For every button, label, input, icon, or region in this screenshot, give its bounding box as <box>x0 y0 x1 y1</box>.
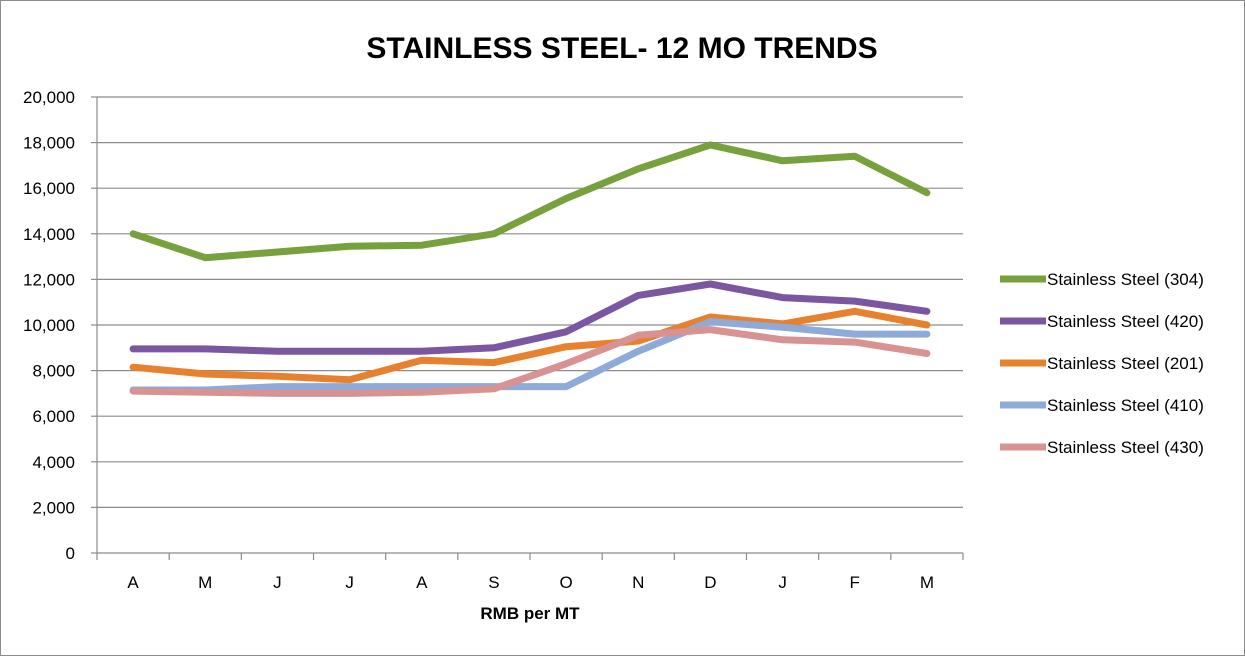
x-tick-label: J <box>345 573 354 592</box>
x-tick-label: J <box>273 573 282 592</box>
y-tick-label: 12,000 <box>23 270 75 289</box>
legend-label: Stainless Steel (410) <box>1047 396 1204 415</box>
legend-label: Stainless Steel (201) <box>1047 354 1204 373</box>
series-line <box>129 326 931 397</box>
y-tick-label: 4,000 <box>32 453 75 472</box>
x-tick-label: O <box>559 573 572 592</box>
y-tick-label: 18,000 <box>23 134 75 153</box>
y-tick-label: 2,000 <box>32 498 75 517</box>
chart-title: STAINLESS STEEL- 12 MO TRENDS <box>366 32 877 65</box>
y-axis-tick-labels: 0 2,000 4,000 6,000 8,000 10,000 12,000 14,000 1… <box>23 88 75 563</box>
y-tick-label: 16,000 <box>23 179 75 198</box>
series-line <box>129 280 931 355</box>
legend: Stainless Steel (304) Stainless Steel (42… <box>1000 270 1204 457</box>
x-tick-label: A <box>416 573 428 592</box>
legend-label: Stainless Steel (420) <box>1047 312 1204 331</box>
series-lines <box>129 141 931 397</box>
gridlines <box>91 96 963 554</box>
x-tick-label: M <box>920 573 934 592</box>
y-tick-label: 10,000 <box>23 316 75 335</box>
y-tick-label: 20,000 <box>23 88 75 107</box>
axes <box>96 97 964 560</box>
x-tick-label: M <box>198 573 212 592</box>
legend-label: Stainless Steel (430) <box>1047 438 1204 457</box>
y-tick-label: 8,000 <box>32 362 75 381</box>
x-tick-label: A <box>127 573 139 592</box>
series-line <box>129 307 931 384</box>
series-line <box>129 141 931 262</box>
x-tick-label: J <box>778 573 787 592</box>
legend-label: Stainless Steel (304) <box>1047 270 1204 289</box>
y-tick-label: 0 <box>66 544 75 563</box>
y-tick-label: 6,000 <box>32 407 75 426</box>
x-tick-label: D <box>704 573 716 592</box>
series-line <box>129 318 931 394</box>
x-tick-label: N <box>632 573 644 592</box>
y-tick-label: 14,000 <box>23 225 75 244</box>
x-axis-label: RMB per MT <box>480 604 580 623</box>
x-tick-label: S <box>488 573 499 592</box>
x-tick-label: F <box>850 573 860 592</box>
